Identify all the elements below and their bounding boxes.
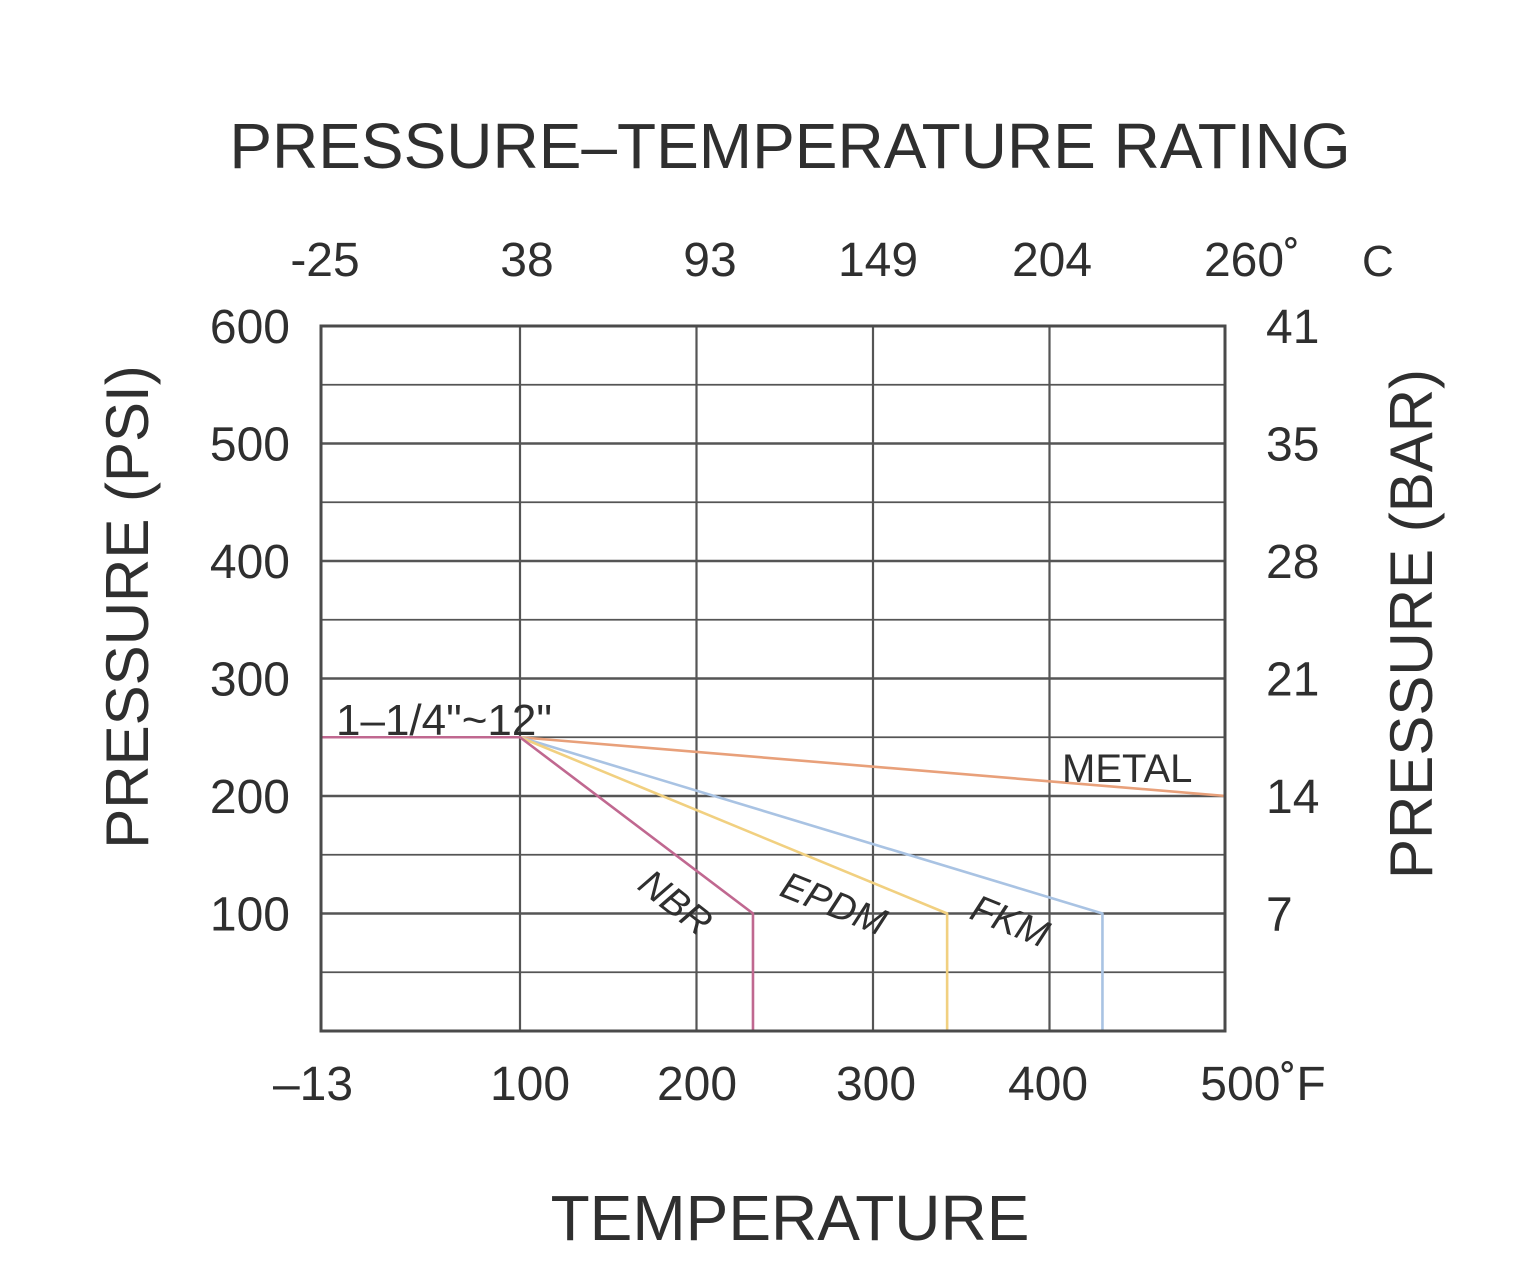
x-tick-label-c: 93 [683, 234, 736, 287]
x-tick-label-c: 149 [838, 234, 918, 287]
series-label-epdm: EPDM [775, 864, 893, 944]
x-tick-label-c: 38 [500, 234, 553, 287]
y-axis-label-right: PRESSURE (BAR) [1378, 369, 1445, 879]
y-tick-label-right: 21 [1266, 654, 1319, 707]
x-tick-label-f: 100 [490, 1058, 570, 1111]
series-line-epdm [320, 735, 949, 1031]
y-axis-label-left: PRESSURE (PSI) [94, 365, 161, 848]
series-line-nbr [320, 735, 755, 1031]
y-tick-label-right: 7 [1266, 889, 1293, 942]
x-tick-label-f: 500˚F [1200, 1058, 1325, 1111]
x-tick-label-f: –13 [273, 1058, 353, 1111]
plot-border [319, 324, 1227, 1033]
y-tick-label-right: 28 [1266, 536, 1319, 589]
series-label-nbr: NBR [630, 862, 719, 944]
x-axis-label: TEMPERATURE [551, 1182, 1030, 1254]
y-tick-label-left: 300 [210, 654, 290, 707]
y-tick-label-left: 600 [210, 301, 290, 354]
series-line-fkm [320, 735, 1104, 1031]
y-tick-label-right: 35 [1266, 419, 1319, 472]
series-label-metal: METAL [1062, 747, 1192, 791]
y-tick-label-right: 41 [1266, 301, 1319, 354]
x-tick-label-f: 200 [657, 1058, 737, 1111]
x-tick-label-c: 204 [1012, 234, 1092, 287]
x-tick-label-c: -25 [290, 234, 359, 287]
chart-title: PRESSURE–TEMPERATURE RATING [229, 110, 1350, 182]
y-tick-label-left: 400 [210, 536, 290, 589]
size-label: 1–1/4"~12" [336, 696, 552, 745]
y-tick-label-left: 100 [210, 889, 290, 942]
x-tick-label-f: 400 [1008, 1058, 1088, 1111]
x-unit-c: C [1362, 237, 1394, 286]
tick-labels: –13 100 200 300 400 500˚F -25 38 93 149 204 260˚ 600… [210, 234, 1326, 1111]
series-lines [320, 735, 1227, 1031]
y-tick-label-left: 200 [210, 771, 290, 824]
y-tick-label-right: 14 [1266, 771, 1319, 824]
y-tick-label-left: 500 [210, 419, 290, 472]
x-tick-label-f: 300 [836, 1058, 916, 1111]
plot-frame [319, 324, 1227, 1033]
series-label-fkm: FKM [965, 887, 1055, 956]
grid [321, 326, 1225, 1031]
x-tick-label-c: 260˚ [1204, 234, 1300, 287]
